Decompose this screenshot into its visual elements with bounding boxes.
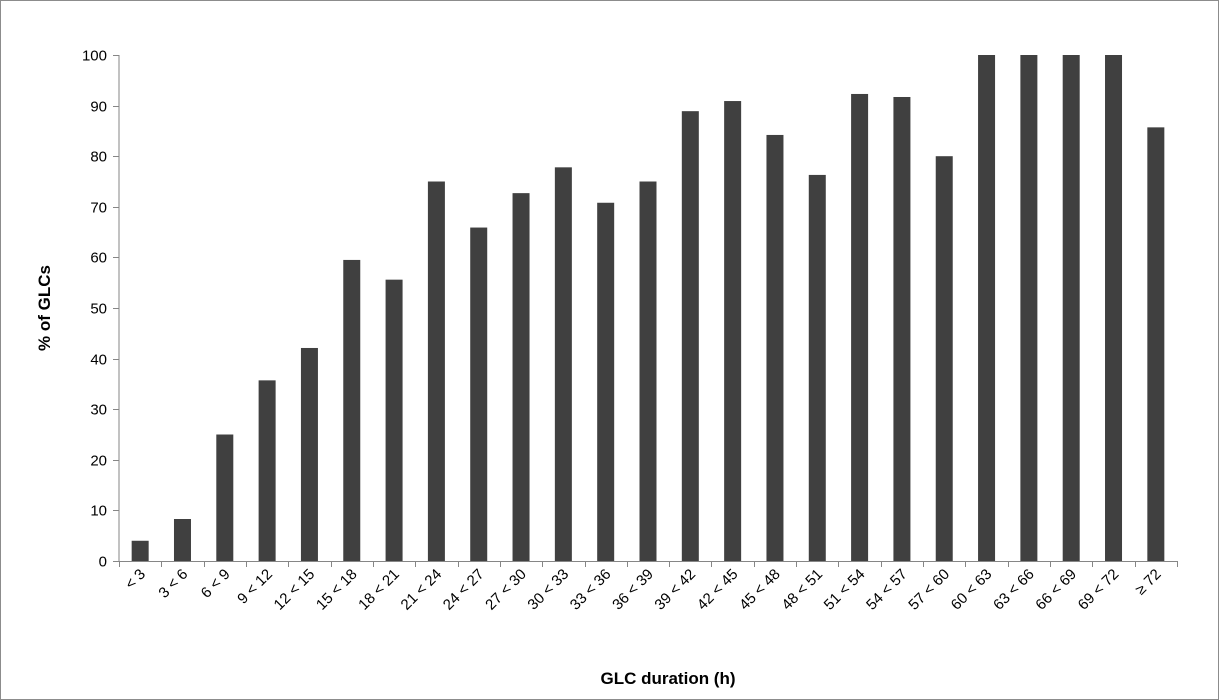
y-tick-label: 40 <box>90 352 107 369</box>
bar <box>554 167 572 561</box>
x-tick-label: 66 < 69 <box>1032 566 1080 614</box>
x-tick-label: 21 < 24 <box>398 566 446 614</box>
y-tick-label: 60 <box>90 250 107 267</box>
y-tick-label: 10 <box>90 503 107 520</box>
bar <box>639 181 657 561</box>
bar <box>1105 55 1123 561</box>
x-tick-label: 54 < 57 <box>863 566 911 614</box>
y-tick-label: 30 <box>90 402 107 419</box>
x-tick-label: 33 < 36 <box>567 566 615 614</box>
bar <box>173 519 191 561</box>
y-tick-label: 70 <box>90 200 107 217</box>
y-tick-label: 20 <box>90 453 107 470</box>
bar <box>512 193 530 561</box>
x-tick-label: 69 < 72 <box>1075 566 1123 614</box>
y-axis: 0 10 20 30 40 50 60 70 80 90 100 <box>82 48 120 571</box>
x-tick-label: 3 < 6 <box>155 566 191 602</box>
bar <box>427 181 445 561</box>
bar <box>935 156 953 561</box>
bar <box>258 380 276 561</box>
bar <box>385 279 403 561</box>
bar <box>597 202 615 561</box>
bar <box>1147 127 1165 561</box>
x-tick-label: 42 < 45 <box>694 566 742 614</box>
bar <box>343 259 361 561</box>
x-tick-label: ≥ 72 <box>1132 566 1165 599</box>
x-tick-label: 36 < 39 <box>609 566 657 614</box>
bar <box>808 174 826 561</box>
x-tick-label: 51 < 54 <box>821 566 869 614</box>
bar <box>216 434 234 561</box>
bar <box>724 101 742 562</box>
x-tick-label: 39 < 42 <box>651 566 699 614</box>
x-tick-label: 15 < 18 <box>313 566 361 614</box>
bar <box>1020 55 1038 561</box>
bar <box>893 96 911 562</box>
x-tick-label: 6 < 9 <box>198 566 234 602</box>
y-tick-label: 90 <box>90 99 107 116</box>
bar <box>681 111 699 561</box>
bars <box>131 55 1165 562</box>
x-tick-label: 48 < 51 <box>778 566 826 614</box>
x-tick-label: 45 < 48 <box>736 566 784 614</box>
y-tick-label: 100 <box>82 48 107 65</box>
x-tick-label: 63 < 66 <box>990 566 1038 614</box>
x-tick-label: 57 < 60 <box>905 566 953 614</box>
bar <box>766 134 784 561</box>
x-tick-label: 30 < 33 <box>524 566 572 614</box>
x-tick-label: < 3 <box>122 566 149 593</box>
x-tick-label: 24 < 27 <box>440 566 488 614</box>
x-tick-label: 12 < 15 <box>271 566 319 614</box>
x-tick-label: 27 < 30 <box>482 566 530 614</box>
x-tick-label: 18 < 21 <box>355 566 403 614</box>
x-tick-label: 60 < 63 <box>948 566 996 614</box>
y-axis-title: % of GLCs <box>35 265 54 351</box>
x-axis-title: GLC duration (h) <box>600 669 735 688</box>
bar <box>978 55 996 561</box>
y-tick-label: 50 <box>90 301 107 318</box>
y-tick-label: 80 <box>90 149 107 166</box>
bar <box>1062 55 1080 561</box>
bar <box>470 227 488 561</box>
bar <box>851 93 869 561</box>
y-tick-label: 0 <box>99 554 107 571</box>
bar <box>300 347 318 561</box>
bar <box>131 540 149 561</box>
